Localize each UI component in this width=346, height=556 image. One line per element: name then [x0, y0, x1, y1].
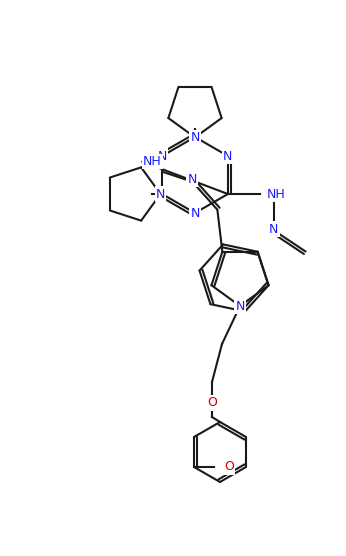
Text: NH: NH [143, 155, 162, 168]
Text: N: N [157, 150, 167, 162]
Text: O: O [207, 396, 217, 410]
Text: N: N [188, 173, 197, 186]
Text: NH: NH [267, 187, 286, 201]
Text: N: N [223, 150, 233, 162]
Text: N: N [269, 222, 279, 236]
Text: O: O [224, 460, 234, 474]
Text: N: N [190, 206, 200, 220]
Text: N: N [235, 300, 245, 312]
Text: N: N [156, 187, 165, 201]
Text: N: N [190, 131, 200, 144]
